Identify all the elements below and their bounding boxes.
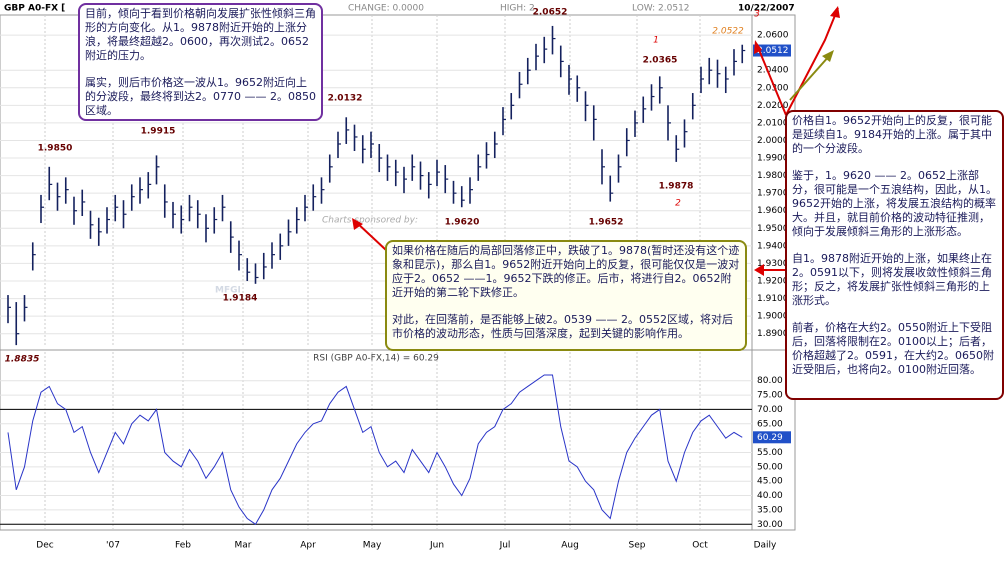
note-box: 目前，倾向于看到价格朝向发展扩张性倾斜三角形的方向变化。从1。9878附近开始的…: [78, 3, 323, 121]
annotation: 2.0522: [712, 27, 744, 37]
x-tick-label: Mar: [235, 541, 252, 551]
annotation: 1.9878: [659, 182, 694, 192]
note: 目前，倾向于看到价格朝向发展扩张性倾斜三角形的方向变化。从1。9878附近开始的…: [85, 7, 316, 62]
x-tick-label: Sep: [629, 541, 646, 551]
last-label: 60.29: [757, 433, 783, 443]
arrow: [756, 44, 787, 116]
y-tick-label: 70.00: [757, 405, 783, 415]
arrow-head: [352, 218, 363, 230]
y-tick-label: 2.0600: [757, 31, 789, 41]
annotation: 3: [754, 10, 760, 20]
note: 对此，在回落前，是否能够上破2。0539 —— 2。0552区域，将对后市价格的…: [392, 313, 733, 340]
arrow-head: [754, 40, 762, 54]
y-tick-label: 80.00: [757, 376, 783, 386]
y-tick-label: 1.9800: [757, 171, 789, 181]
arrow: [355, 221, 387, 251]
x-tick-label: Dec: [36, 541, 53, 551]
x-tick-label: '07: [106, 541, 120, 551]
x-tick-label: Daily: [754, 541, 777, 551]
annotation: 1.9915: [141, 127, 176, 137]
last-label: 2.0512: [757, 46, 789, 56]
arrow: [789, 54, 831, 101]
y-tick-label: 1.9000: [757, 312, 789, 322]
y-tick-label: 40.00: [757, 491, 783, 501]
annotation: 1.9184: [223, 294, 258, 304]
note: 价格自1。9652开始向上的反复，很可能是延续自1。9184开始的上涨。属于其中…: [792, 114, 992, 155]
logo: MFGI: [215, 286, 241, 296]
y-tick-label: 50.00: [757, 462, 783, 472]
annotation: 2.0365: [643, 56, 678, 66]
arrow-heads: [352, 6, 840, 276]
arrow-head: [822, 50, 834, 62]
panel-title: RSI (GBP A0-FX,14) = 60.29: [313, 354, 439, 364]
rsi-line: [7, 374, 743, 525]
y-tick-label: 1.9300: [757, 259, 789, 269]
y-tick-label: 2.0300: [757, 83, 789, 93]
x-tick-label: Oct: [692, 541, 708, 551]
high: HIGH: 2: [500, 4, 535, 14]
y-tick-label: 35.00: [757, 505, 783, 515]
sponsor: Charts sponsored by:: [322, 216, 418, 226]
y-tick-label: 75.00: [757, 391, 783, 401]
annotation: 2.0132: [328, 94, 363, 104]
annotation: 2: [675, 199, 681, 209]
y-tick-label: 1.9900: [757, 154, 789, 164]
arrow-head: [830, 6, 840, 18]
y-tick-label: 1.9200: [757, 277, 789, 287]
note: 自1。9878附近开始的上涨，如果终止在2。0591以下，则将发展收敛性倾斜三角…: [792, 252, 992, 307]
note: 属实，则后市价格这一波从1。9652附近向上的分波段，最终将到达2。0770 —…: [85, 76, 316, 117]
x-tick-label: Jul: [499, 541, 511, 551]
y-tick-label: 1.8900: [757, 329, 789, 339]
note: 如果价格在随后的局部回落修正中，跌破了1。9878(暂时还没有这个迹象和昆示)，…: [392, 244, 740, 299]
note-box: 如果价格在随后的局部回落修正中，跌破了1。9878(暂时还没有这个迹象和昆示)，…: [385, 240, 747, 351]
symbol: GBP A0-FX [: [4, 4, 65, 14]
x-tick-label: Feb: [175, 541, 191, 551]
y-tick-label: 1.9700: [757, 189, 789, 199]
annotation: 1.9620: [445, 218, 480, 228]
note: 鉴于，1。9620 —— 2。0652上涨部分，很可能是一个五浪结构，因此，从1…: [792, 169, 997, 238]
y-tick-label: 2.0000: [757, 136, 789, 146]
note-box: 价格自1。9652开始向上的反复，很可能是延续自1。9184开始的上涨。属于其中…: [785, 110, 1004, 400]
y-tick-label: 2.0100: [757, 118, 789, 128]
change: CHANGE: 0.0000: [348, 4, 424, 14]
y-tick-label: 65.00: [757, 419, 783, 429]
annotation: 1: [653, 36, 659, 46]
date: 10/22/2007: [738, 4, 795, 14]
annotation: 2.0652: [533, 8, 568, 18]
low: LOW: 2.0512: [632, 4, 690, 14]
last-badge: [753, 431, 791, 444]
arrow-head: [754, 264, 764, 276]
plot: Dec '07 Feb Mar Apr May Jun Jul Aug Sep Oct Daily 1.…: [0, 8, 791, 551]
annotation: 1.9850: [38, 144, 73, 154]
y-tick-label: 55.00: [757, 448, 783, 458]
arrows: [355, 7, 839, 271]
y-tick-label: 45.00: [757, 477, 783, 487]
y-tick-label: 1.9100: [757, 294, 789, 304]
x-tick-label: Apr: [300, 541, 316, 551]
note: 前者，价格在大约2。0550附近上下受阻后，回落将限制在2。0100以上；后者，…: [792, 321, 994, 376]
annotation: 1.9652: [589, 218, 624, 228]
annotation: 1.8835: [5, 355, 40, 365]
last-badge: [753, 44, 791, 57]
y-tick-label: 2.0200: [757, 101, 789, 111]
x-tick-label: Aug: [561, 541, 579, 551]
x-tick-label: Jun: [429, 541, 444, 551]
y-tick-label: 1.9500: [757, 224, 789, 234]
y-tick-label: 1.9400: [757, 241, 789, 251]
y-tick-label: 2.0400: [757, 66, 789, 76]
y-tick-label: 1.9600: [757, 206, 789, 216]
y-tick-label: 30.00: [757, 520, 783, 530]
x-tick-label: May: [363, 541, 382, 551]
